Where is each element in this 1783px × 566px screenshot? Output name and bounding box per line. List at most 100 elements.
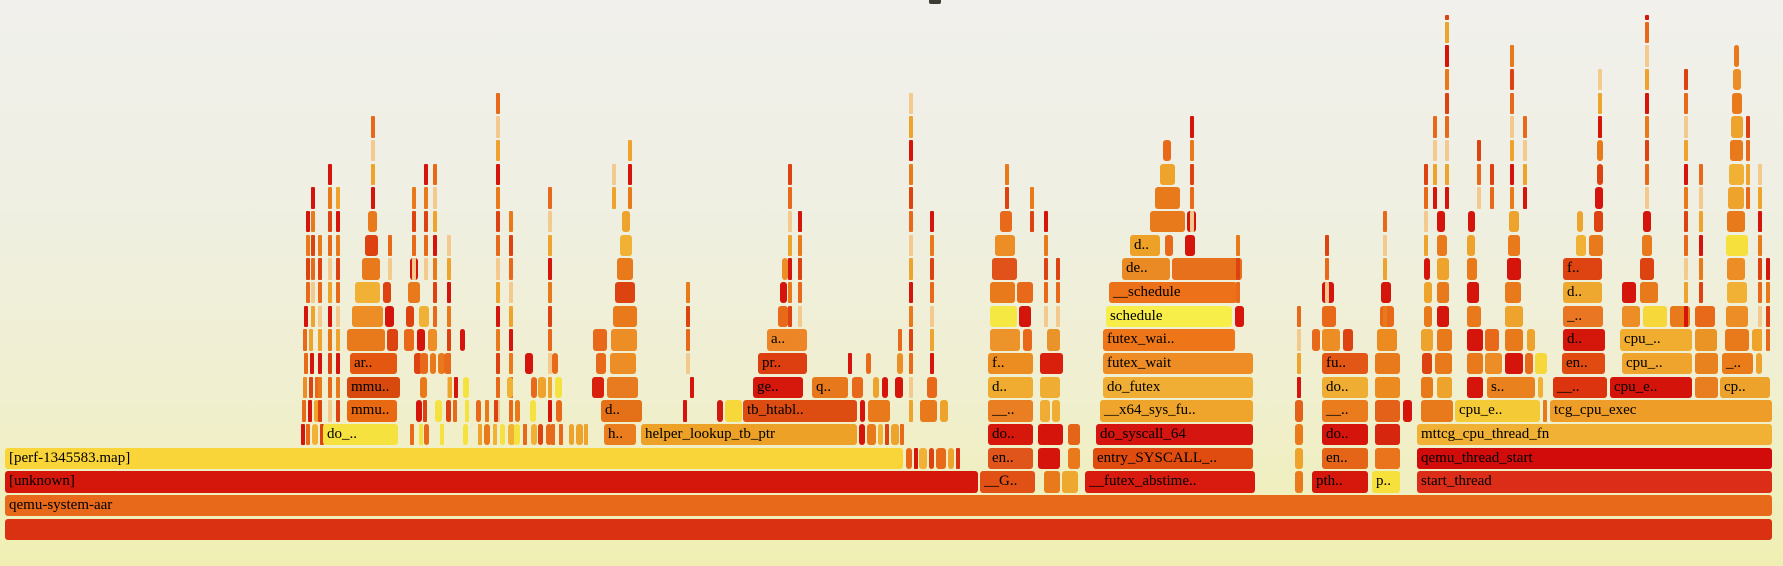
flame-sliver[interactable] [410,423,414,446]
flame-sliver[interactable] [1445,68,1449,91]
flame-sliver[interactable] [593,329,607,351]
flame-sliver[interactable] [1056,305,1060,328]
flame-sliver[interactable] [1622,305,1640,328]
flame-sliver[interactable] [525,352,533,375]
flame-sliver[interactable] [1297,329,1301,351]
flame-sliver[interactable] [859,423,865,446]
flame-sliver[interactable] [1236,234,1240,257]
flame-sliver[interactable] [1297,305,1301,328]
flame-sliver[interactable] [1598,92,1602,115]
flame-sliver[interactable] [1437,258,1449,280]
flame-sliver[interactable] [1038,423,1063,446]
flame-sliver[interactable] [448,376,452,399]
flame-sliver[interactable] [546,423,552,446]
flame-sliver[interactable] [1684,210,1688,233]
flame-sliver[interactable] [1525,352,1533,375]
flame-sliver[interactable] [463,376,469,399]
flame-sliver[interactable] [1758,281,1762,304]
flame-sliver[interactable] [496,234,500,257]
flame-sliver[interactable] [1437,234,1447,257]
flame-sliver[interactable] [628,163,632,186]
flame-sliver[interactable] [328,352,332,375]
flame-frame[interactable]: h.. [604,423,636,446]
flame-sliver[interactable] [1510,139,1514,162]
flame-sliver[interactable] [306,234,310,257]
flame-sliver[interactable] [1758,163,1762,186]
flame-sliver[interactable] [1424,258,1430,280]
flame-sliver[interactable] [531,376,537,399]
flame-sliver[interactable] [1477,139,1481,162]
flame-sliver[interactable] [1030,210,1034,233]
flame-sliver[interactable] [1038,447,1060,470]
flame-sliver[interactable] [725,400,742,422]
flame-frame[interactable]: ar.. [350,352,397,375]
flame-sliver[interactable] [1729,163,1744,186]
flame-sliver[interactable] [1433,163,1437,186]
flame-sliver[interactable] [1445,163,1449,186]
flame-frame[interactable]: cpu_e.. [1455,400,1540,422]
flame-sliver[interactable] [909,400,913,422]
flame-frame[interactable]: fu.. [1322,352,1368,375]
flame-sliver[interactable] [388,258,392,280]
flame-sliver[interactable] [1445,21,1449,44]
flame-sliver[interactable] [1510,92,1514,115]
flame-sliver[interactable] [1725,329,1749,351]
flame-frame[interactable]: cpu_e.. [1610,376,1692,399]
flame-sliver[interactable] [1437,329,1452,351]
flame-sliver[interactable] [909,234,913,257]
flame-frame[interactable]: __schedule [1109,281,1237,304]
flame-sliver[interactable] [308,400,312,422]
flame-sliver[interactable] [1005,163,1009,186]
flame-sliver[interactable] [1505,281,1521,304]
flame-sliver[interactable] [866,352,871,375]
flame-sliver[interactable] [1017,281,1033,304]
flame-sliver[interactable] [1684,281,1688,304]
flame-frame[interactable]: futex_wai.. [1103,329,1235,351]
flame-sliver[interactable] [1422,352,1432,375]
flame-sliver[interactable] [1421,376,1433,399]
flame-frame[interactable]: cpu_.. [1622,352,1692,375]
flame-sliver[interactable] [1040,400,1050,422]
flame-frame[interactable]: pr.. [758,352,807,375]
flame-sliver[interactable] [1505,352,1523,375]
flame-sliver[interactable] [1375,352,1400,375]
flame-sliver[interactable] [352,305,383,328]
flame-sliver[interactable] [1467,376,1483,399]
flame-sliver[interactable] [476,400,481,422]
flame-sliver[interactable] [1312,329,1320,351]
flame-sliver[interactable] [780,281,787,304]
flame-sliver[interactable] [304,305,308,328]
flame-sliver[interactable] [1645,45,1649,67]
flame-sliver[interactable] [314,400,319,422]
flame-sliver[interactable] [371,139,375,162]
flame-sliver[interactable] [788,258,792,280]
flame-sliver[interactable] [1383,210,1387,233]
flame-sliver[interactable] [1433,139,1437,162]
flame-sliver[interactable] [610,352,636,375]
flame-sliver[interactable] [909,116,913,138]
flame-sliver[interactable] [1375,376,1400,399]
flame-sliver[interactable] [1236,281,1240,304]
flame-sliver[interactable] [1467,234,1475,257]
flame-sliver[interactable] [430,352,436,375]
flame-sliver[interactable] [438,352,445,375]
flame-sliver[interactable] [328,163,332,186]
flame-sliver[interactable] [1510,68,1514,91]
flame-frame[interactable]: cp.. [1720,376,1770,399]
flame-sliver[interactable] [1684,163,1688,186]
flame-sliver[interactable] [328,329,332,351]
flame-sliver[interactable] [388,234,392,257]
flame-sliver[interactable] [336,187,340,209]
flame-sliver[interactable] [485,400,489,422]
flame-sliver[interactable] [336,376,340,399]
flame-sliver[interactable] [514,423,520,446]
flame-frame[interactable]: a.. [767,329,807,351]
flame-sliver[interactable] [909,139,913,162]
flame-sliver[interactable] [686,352,690,375]
flame-frame[interactable]: _.. [1722,352,1753,375]
flame-sliver[interactable] [1732,92,1742,115]
flame-sliver[interactable] [555,376,562,399]
flame-sliver[interactable] [1523,139,1527,162]
flame-sliver[interactable] [408,281,420,304]
flame-sliver[interactable] [1589,234,1603,257]
